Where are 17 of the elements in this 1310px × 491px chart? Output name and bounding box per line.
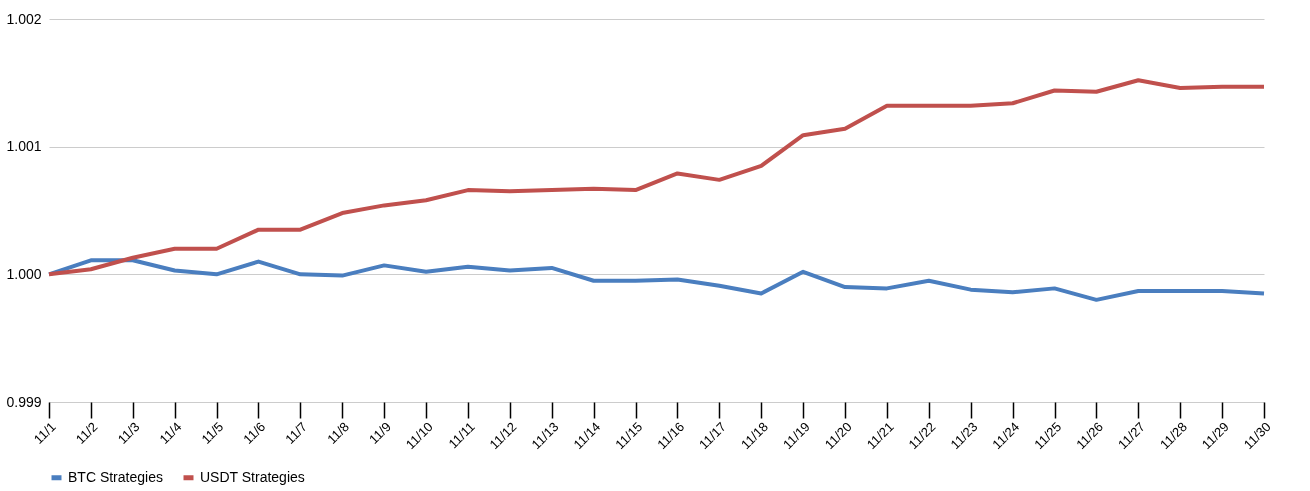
legend-label: BTC Strategies bbox=[68, 468, 163, 485]
x-tick-label: 11/9 bbox=[366, 419, 394, 447]
y-tick-label: 1.000 bbox=[6, 265, 42, 282]
x-tick-label: 11/8 bbox=[324, 419, 352, 447]
line-series bbox=[47, 78, 1266, 277]
legend-label: USDT Strategies bbox=[200, 468, 305, 485]
x-tick-label: 11/5 bbox=[198, 419, 227, 447]
x-tick-label: 11/3 bbox=[114, 419, 143, 447]
y-tick-label: 1.001 bbox=[6, 138, 42, 155]
y-tick-label: 1.002 bbox=[6, 10, 42, 27]
x-tick-label: 11/7 bbox=[282, 419, 311, 447]
x-tick-label: 11/6 bbox=[240, 419, 269, 447]
x-tick-label: 11/4 bbox=[156, 419, 185, 447]
x-tick-label: 11/2 bbox=[72, 419, 101, 447]
line-series bbox=[47, 258, 1266, 302]
y-tick-label: 0.999 bbox=[6, 393, 42, 410]
x-tick-label: 11/1 bbox=[30, 419, 59, 447]
